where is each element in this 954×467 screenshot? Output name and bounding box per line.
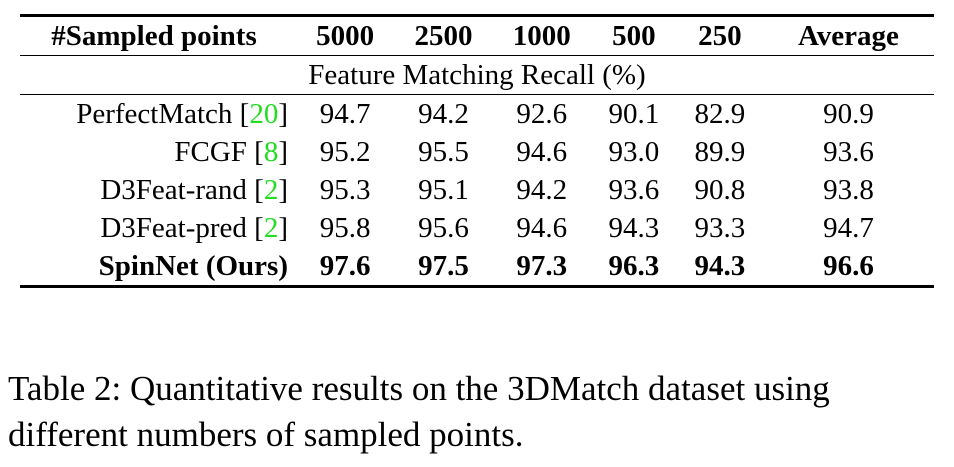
ref-open: [ (254, 174, 264, 206)
row-method: PerfectMatch [20] (20, 95, 296, 134)
table-cell: 97.5 (418, 250, 469, 282)
table-cell: 97.6 (319, 250, 371, 282)
table-cell: 95.6 (418, 212, 469, 244)
table-cell: 95.1 (418, 174, 469, 206)
table-cell: 89.9 (694, 136, 746, 168)
table-cell: 94.6 (516, 136, 568, 168)
table-cell: 93.0 (608, 136, 660, 168)
table-row-spinnet: SpinNet (Ours) 97.6 97.5 97.3 96.3 94.3 … (20, 247, 934, 287)
method-name: PerfectMatch (76, 98, 240, 130)
ref-open: [ (254, 136, 264, 168)
ref-close: ] (278, 98, 288, 130)
citation-link[interactable]: 2 (263, 212, 279, 244)
table-cell: 95.8 (319, 212, 371, 244)
table-row-d3feat-pred: D3Feat-pred [2] 95.8 95.6 94.6 94.3 93.3… (20, 209, 934, 247)
table-cell: 94.3 (608, 212, 660, 244)
results-table-container: #Sampled points 5000 2500 1000 500 250 A… (20, 14, 934, 288)
row-method: FCGF [8] (20, 133, 296, 171)
method-name: SpinNet (Ours) (98, 250, 288, 282)
table-cell: 90.9 (823, 98, 874, 130)
table-cell: 94.3 (694, 250, 746, 282)
citation-link[interactable]: 20 (249, 98, 279, 130)
table-cell: 95.5 (418, 136, 469, 168)
table-cell: 94.6 (516, 212, 568, 244)
row-method: SpinNet (Ours) (20, 247, 296, 287)
header-method: #Sampled points (51, 20, 257, 52)
table-cell: 94.2 (418, 98, 469, 130)
table-cell: 90.8 (694, 174, 746, 206)
subheader-metric: Feature Matching Recall (%) (20, 55, 934, 95)
table-row-fcgf: FCGF [8] 95.2 95.5 94.6 93.0 89.9 93.6 (20, 133, 934, 171)
method-name: FCGF (174, 136, 255, 168)
header-col-5000: 5000 (316, 20, 375, 52)
table-cell: 93.6 (608, 174, 660, 206)
header-col-250: 250 (698, 20, 742, 52)
table-cell: 96.3 (608, 250, 660, 282)
table-cell: 93.3 (694, 212, 746, 244)
table-cell: 93.6 (823, 136, 874, 168)
header-col-1000: 1000 (512, 20, 571, 52)
table-cell: 97.3 (516, 250, 568, 282)
table-cell: 96.6 (823, 250, 874, 282)
citation-link[interactable]: 2 (263, 174, 279, 206)
method-name: D3Feat-rand (100, 174, 255, 206)
method-name: D3Feat-pred (100, 212, 255, 244)
table-cell: 94.7 (319, 98, 371, 130)
table-cell: 92.6 (516, 98, 568, 130)
table-cell: 94.2 (516, 174, 568, 206)
header-col-2500: 2500 (414, 20, 473, 52)
table-cell: 93.8 (823, 174, 874, 206)
header-col-500: 500 (612, 20, 656, 52)
table-cell: 94.7 (823, 212, 874, 244)
table-cell: 82.9 (694, 98, 746, 130)
row-method: D3Feat-pred [2] (20, 209, 296, 247)
ref-close: ] (278, 136, 288, 168)
ref-close: ] (278, 174, 288, 206)
table-subheader-row: Feature Matching Recall (%) (20, 55, 934, 95)
table-row-perfectmatch: PerfectMatch [20] 94.7 94.2 92.6 90.1 82… (20, 95, 934, 134)
row-method: D3Feat-rand [2] (20, 171, 296, 209)
ref-open: [ (254, 212, 264, 244)
ref-close: ] (278, 212, 288, 244)
table-cell: 90.1 (608, 98, 660, 130)
table-cell: 95.2 (319, 136, 371, 168)
header-col-average: Average (798, 20, 899, 52)
ref-open: [ (239, 98, 250, 130)
table-row-d3feat-rand: D3Feat-rand [2] 95.3 95.1 94.2 93.6 90.8… (20, 171, 934, 209)
table-header-row: #Sampled points 5000 2500 1000 500 250 A… (20, 16, 934, 56)
table-caption: Table 2: Quantitative results on the 3DM… (8, 369, 830, 454)
table-cell: 95.3 (319, 174, 371, 206)
results-table: #Sampled points 5000 2500 1000 500 250 A… (20, 14, 934, 288)
citation-link[interactable]: 8 (263, 136, 279, 168)
